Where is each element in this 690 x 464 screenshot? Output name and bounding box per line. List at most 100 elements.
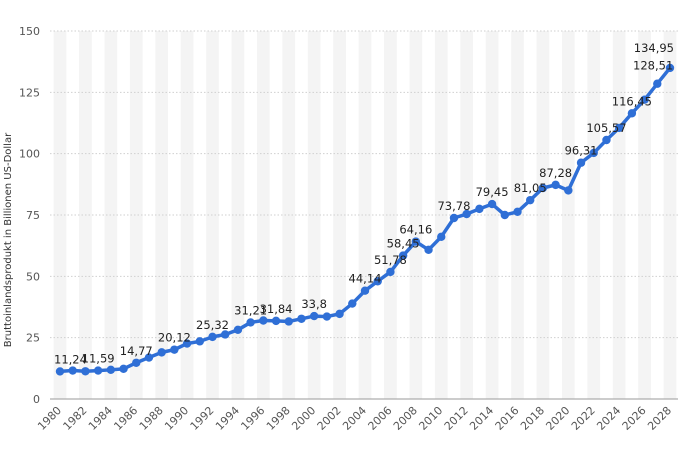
x-tick-label: 2014 bbox=[467, 404, 496, 433]
x-tick-label: 2000 bbox=[289, 404, 318, 433]
year-band bbox=[307, 31, 321, 399]
data-label: 31,21 bbox=[234, 303, 267, 317]
data-label: 11,59 bbox=[82, 352, 115, 366]
data-point[interactable] bbox=[538, 183, 548, 193]
data-label: 31,84 bbox=[260, 302, 293, 316]
data-point[interactable] bbox=[259, 316, 268, 325]
x-tick-label: 1994 bbox=[213, 404, 242, 433]
x-tick-label: 2018 bbox=[518, 404, 547, 433]
x-tick-label: 1984 bbox=[86, 404, 115, 433]
data-label: 105,57 bbox=[586, 121, 626, 135]
y-axis-label: Bruttoinlandsprodukt in Billionen US-Dol… bbox=[3, 132, 14, 347]
data-point[interactable] bbox=[55, 367, 65, 376]
data-point[interactable] bbox=[322, 312, 332, 321]
data-point[interactable] bbox=[513, 207, 522, 217]
data-point[interactable] bbox=[614, 123, 624, 133]
data-point[interactable] bbox=[373, 277, 382, 286]
x-tick-label: 1988 bbox=[137, 404, 166, 433]
data-label: 33,8 bbox=[301, 297, 327, 311]
data-point[interactable] bbox=[564, 186, 573, 195]
y-tick-label: 100 bbox=[19, 148, 40, 161]
x-tick-label: 2004 bbox=[340, 404, 369, 433]
data-point[interactable] bbox=[195, 337, 204, 346]
year-band bbox=[231, 31, 245, 399]
year-band bbox=[638, 31, 651, 399]
year-band bbox=[333, 31, 346, 399]
data-label: 87,28 bbox=[539, 166, 572, 180]
data-point[interactable] bbox=[449, 213, 459, 223]
data-point[interactable] bbox=[360, 286, 370, 295]
data-point[interactable] bbox=[386, 267, 395, 277]
data-label: 51,78 bbox=[374, 253, 407, 267]
data-point[interactable] bbox=[551, 180, 560, 190]
data-point[interactable] bbox=[119, 364, 128, 374]
data-point[interactable] bbox=[81, 367, 90, 376]
x-tick-label: 2002 bbox=[315, 404, 344, 433]
year-band bbox=[256, 31, 270, 399]
data-point[interactable] bbox=[640, 95, 649, 104]
year-band bbox=[155, 31, 169, 399]
data-point[interactable] bbox=[526, 195, 535, 205]
x-tick-label: 2010 bbox=[416, 404, 445, 433]
data-point[interactable] bbox=[411, 237, 421, 246]
data-label: 128,51 bbox=[633, 59, 673, 73]
data-label: 134,95 bbox=[634, 41, 674, 55]
data-label: 11,24 bbox=[54, 352, 87, 366]
data-point[interactable] bbox=[246, 318, 255, 327]
data-point[interactable] bbox=[233, 325, 243, 335]
x-tick-label: 2028 bbox=[645, 404, 674, 433]
data-point[interactable] bbox=[653, 79, 662, 88]
data-point[interactable] bbox=[297, 314, 306, 323]
year-band bbox=[53, 31, 67, 399]
data-point[interactable] bbox=[589, 148, 598, 158]
gridlines bbox=[50, 30, 678, 400]
year-band bbox=[409, 31, 423, 399]
data-point[interactable] bbox=[68, 366, 77, 375]
x-tick-label: 2026 bbox=[620, 404, 649, 433]
data-point[interactable] bbox=[424, 245, 433, 255]
data-point[interactable] bbox=[576, 158, 586, 167]
data-point[interactable] bbox=[93, 366, 103, 375]
data-point[interactable] bbox=[602, 135, 611, 145]
data-point[interactable] bbox=[487, 199, 497, 209]
data-label: 81,05 bbox=[514, 181, 547, 195]
data-point[interactable] bbox=[398, 251, 408, 260]
x-tick-label: 2024 bbox=[594, 404, 623, 433]
data-point[interactable] bbox=[309, 311, 319, 321]
data-point[interactable] bbox=[437, 232, 446, 242]
x-tick-label: 2022 bbox=[569, 404, 598, 433]
data-point[interactable] bbox=[284, 317, 293, 326]
data-point[interactable] bbox=[106, 365, 116, 375]
data-point[interactable] bbox=[182, 339, 192, 348]
data-point[interactable] bbox=[271, 316, 281, 326]
data-point[interactable] bbox=[348, 299, 357, 308]
data-point[interactable] bbox=[475, 204, 484, 214]
data-point[interactable] bbox=[335, 309, 344, 319]
y-tick-label: 0 bbox=[33, 393, 40, 406]
year-bands bbox=[53, 31, 677, 399]
year-band bbox=[536, 31, 550, 399]
data-points bbox=[55, 63, 675, 376]
data-point[interactable] bbox=[462, 209, 471, 219]
x-tick-label: 1982 bbox=[61, 404, 90, 433]
data-point[interactable] bbox=[665, 63, 675, 73]
data-point[interactable] bbox=[221, 330, 230, 339]
data-label: 25,32 bbox=[196, 318, 229, 332]
data-point[interactable] bbox=[170, 345, 179, 354]
data-point[interactable] bbox=[132, 358, 141, 367]
x-tick-label: 2006 bbox=[366, 404, 395, 433]
data-label: 14,77 bbox=[120, 344, 153, 358]
x-tick-label: 2016 bbox=[493, 404, 522, 433]
data-point[interactable] bbox=[500, 210, 509, 220]
data-point[interactable] bbox=[157, 348, 166, 357]
x-tick-label: 2012 bbox=[442, 404, 471, 433]
x-tick-label: 2020 bbox=[543, 404, 572, 433]
data-point[interactable] bbox=[208, 332, 217, 342]
x-tick-label: 1992 bbox=[188, 404, 217, 433]
data-point[interactable] bbox=[144, 353, 154, 362]
data-point[interactable] bbox=[627, 109, 637, 118]
year-band bbox=[129, 31, 143, 399]
x-tick-label: 1980 bbox=[35, 404, 64, 433]
data-label: 64,16 bbox=[399, 223, 432, 237]
